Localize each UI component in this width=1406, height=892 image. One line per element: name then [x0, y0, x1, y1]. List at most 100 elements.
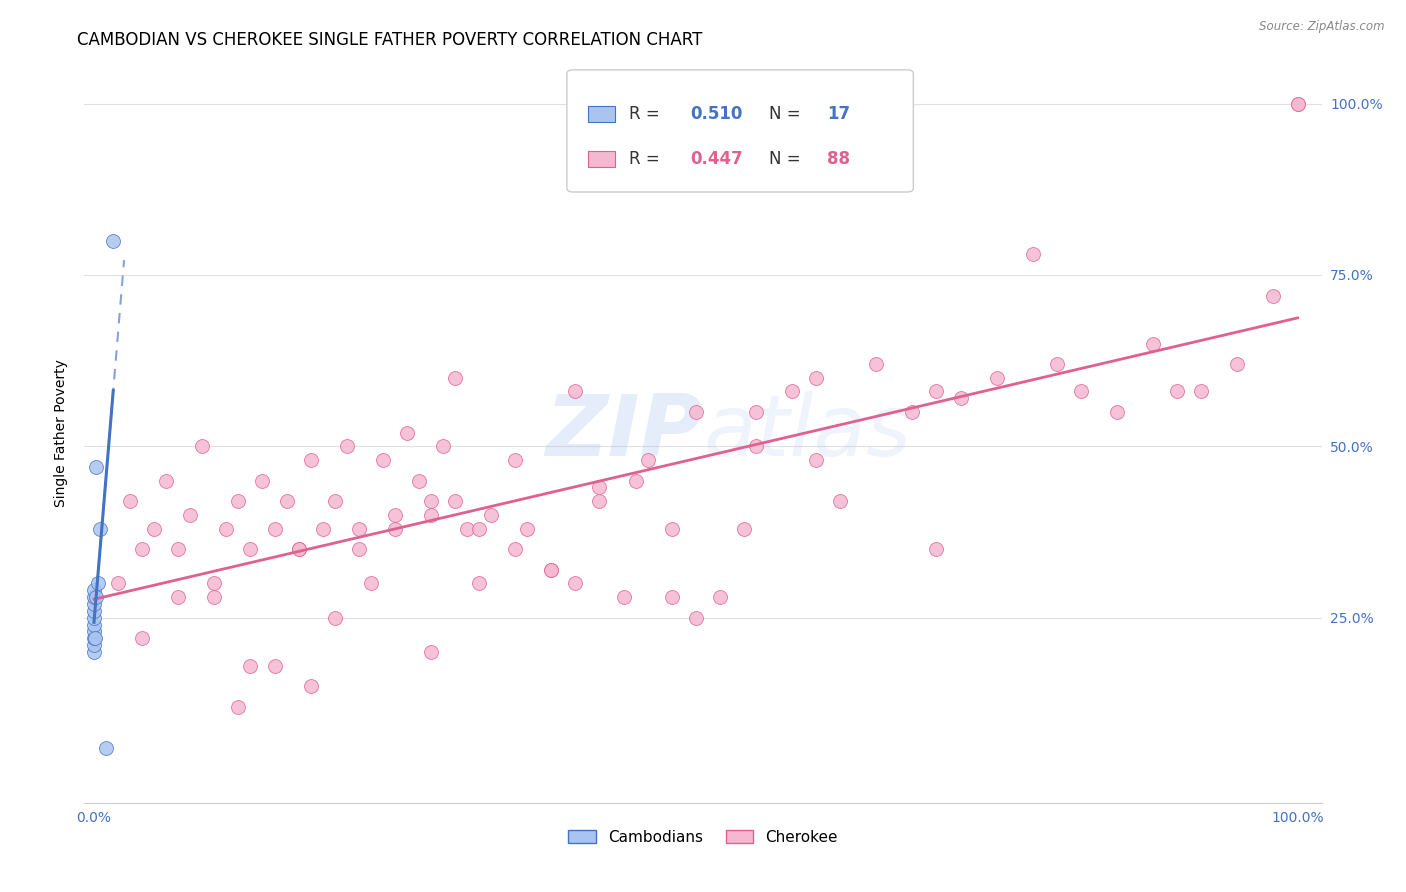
Point — [239, 542, 262, 557]
Point — [1263, 288, 1285, 302]
Point — [131, 542, 153, 557]
Point — [323, 611, 346, 625]
Point — [830, 494, 852, 508]
Text: 0.510: 0.510 — [690, 105, 742, 123]
Text: R =: R = — [628, 150, 659, 168]
Point — [540, 563, 562, 577]
Point — [685, 611, 707, 625]
Point — [420, 494, 443, 508]
Point — [1046, 357, 1069, 371]
Point — [86, 576, 108, 591]
Point — [103, 234, 125, 248]
Point — [986, 371, 1008, 385]
Point — [479, 508, 502, 522]
Y-axis label: Single Father Poverty: Single Father Poverty — [55, 359, 69, 507]
Point — [709, 590, 731, 604]
Point — [408, 474, 430, 488]
Point — [745, 439, 768, 453]
Point — [86, 590, 108, 604]
Point — [94, 741, 117, 756]
Point — [83, 632, 105, 646]
Point — [287, 542, 309, 557]
Point — [925, 384, 948, 399]
Point — [804, 453, 827, 467]
Point — [263, 658, 285, 673]
Point — [371, 453, 394, 467]
Text: 17: 17 — [827, 105, 849, 123]
Point — [202, 576, 225, 591]
Point — [564, 576, 586, 591]
Point — [252, 474, 274, 488]
Point — [384, 508, 406, 522]
Point — [420, 645, 443, 659]
Point — [1189, 384, 1212, 399]
Point — [107, 576, 129, 591]
Text: 88: 88 — [827, 150, 849, 168]
FancyBboxPatch shape — [567, 70, 914, 192]
Point — [202, 590, 225, 604]
Point — [444, 371, 467, 385]
Point — [167, 590, 190, 604]
Point — [83, 604, 105, 618]
Point — [83, 624, 105, 639]
Point — [1142, 336, 1164, 351]
Text: R =: R = — [628, 105, 659, 123]
Point — [588, 480, 610, 494]
Text: CAMBODIAN VS CHEROKEE SINGLE FATHER POVERTY CORRELATION CHART: CAMBODIAN VS CHEROKEE SINGLE FATHER POVE… — [77, 31, 703, 49]
Point — [83, 583, 105, 598]
Point — [228, 494, 250, 508]
Point — [276, 494, 298, 508]
Point — [637, 453, 659, 467]
Point — [503, 542, 526, 557]
Point — [84, 632, 107, 646]
Point — [263, 522, 285, 536]
Point — [516, 522, 538, 536]
Point — [1166, 384, 1188, 399]
Text: Source: ZipAtlas.com: Source: ZipAtlas.com — [1260, 20, 1385, 33]
Point — [745, 405, 768, 419]
Point — [661, 590, 683, 604]
Point — [624, 474, 647, 488]
Point — [360, 576, 382, 591]
Point — [1286, 96, 1309, 111]
Point — [167, 542, 190, 557]
Point — [191, 439, 214, 453]
Point — [143, 522, 166, 536]
Point — [1226, 357, 1249, 371]
Point — [179, 508, 201, 522]
Point — [444, 494, 467, 508]
Point — [432, 439, 454, 453]
Point — [299, 679, 322, 693]
Point — [588, 494, 610, 508]
Point — [299, 453, 322, 467]
Point — [83, 617, 105, 632]
Point — [89, 522, 111, 536]
Text: N =: N = — [769, 105, 800, 123]
Point — [1070, 384, 1092, 399]
Point — [901, 405, 924, 419]
Point — [347, 522, 370, 536]
Point — [131, 632, 153, 646]
Point — [336, 439, 359, 453]
Point — [228, 699, 250, 714]
Point — [83, 597, 105, 611]
Point — [1286, 96, 1309, 111]
Point — [733, 522, 755, 536]
Text: atlas: atlas — [703, 391, 911, 475]
Point — [83, 590, 105, 604]
Point — [420, 508, 443, 522]
Legend: Cambodians, Cherokee: Cambodians, Cherokee — [562, 823, 844, 851]
Point — [865, 357, 887, 371]
Point — [311, 522, 333, 536]
Point — [120, 494, 142, 508]
Point — [540, 563, 562, 577]
Point — [925, 542, 948, 557]
Point — [155, 474, 177, 488]
Point — [215, 522, 238, 536]
Point — [287, 542, 309, 557]
Point — [1022, 247, 1045, 261]
Point — [780, 384, 803, 399]
Point — [83, 638, 105, 652]
Point — [239, 658, 262, 673]
Text: N =: N = — [769, 150, 800, 168]
